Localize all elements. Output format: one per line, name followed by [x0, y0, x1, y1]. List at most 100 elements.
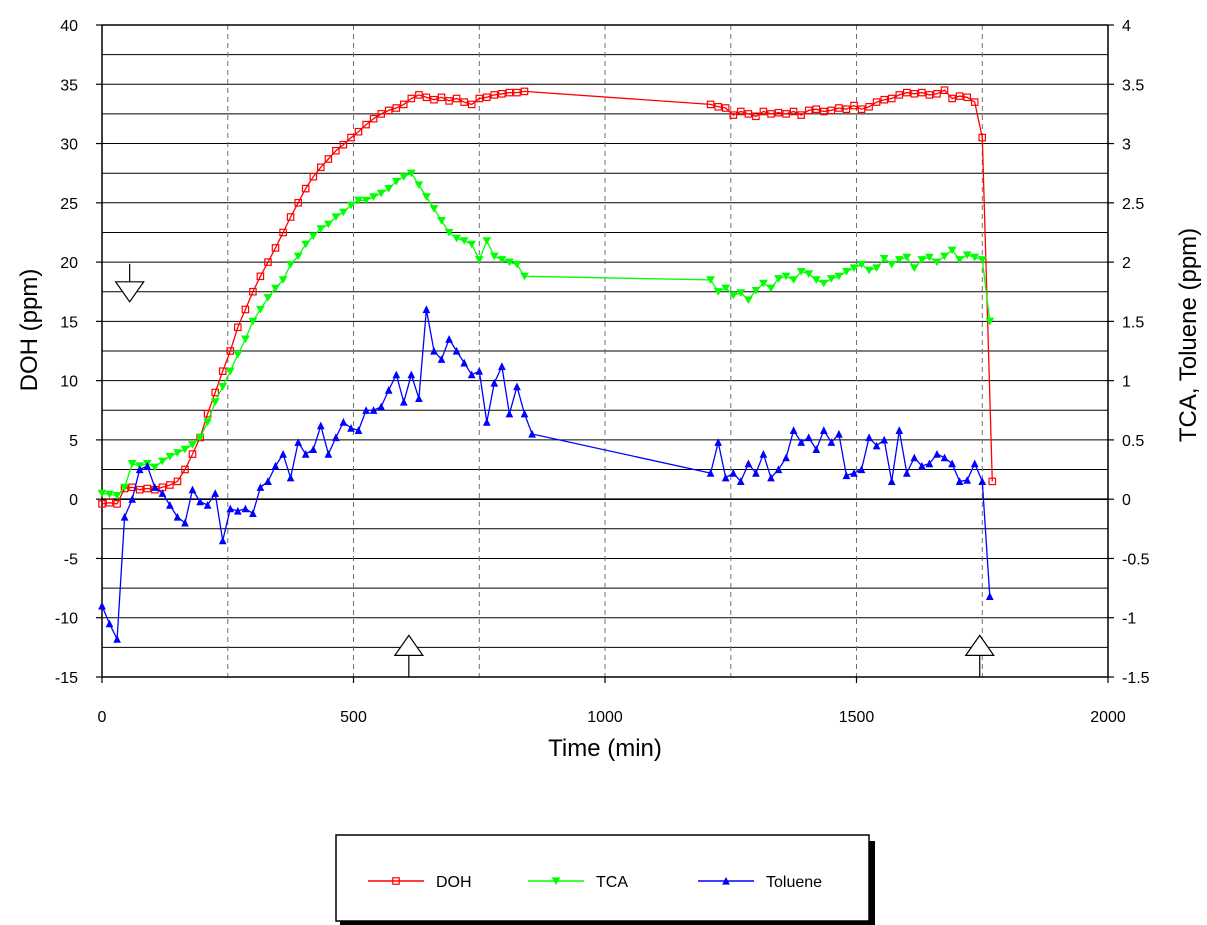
data-point-toluene [113, 635, 121, 643]
data-point-tca [286, 260, 295, 269]
data-point-toluene [218, 536, 227, 545]
data-point-toluene [445, 335, 453, 343]
data-point-toluene [910, 453, 919, 462]
data-point-toluene [797, 438, 806, 446]
data-point-tca [706, 276, 715, 284]
data-point-tca [505, 258, 514, 267]
data-point-doh [520, 87, 529, 96]
data-point-toluene [729, 469, 738, 477]
data-point-doh [902, 88, 911, 97]
data-point-toluene [241, 504, 250, 513]
y-tick-label: 15 [60, 314, 78, 331]
x-tick-label: 500 [340, 709, 367, 726]
data-point-doh [437, 93, 446, 102]
data-point-tca [857, 260, 866, 269]
legend-marker-toluene [722, 876, 730, 885]
data-point-tca [842, 267, 851, 276]
y-tick-label: -15 [55, 670, 78, 687]
data-point-doh [369, 114, 378, 123]
data-point-doh [842, 105, 851, 114]
data-point-tca [248, 317, 258, 326]
data-point-toluene [135, 465, 144, 474]
data-point-tca [728, 291, 738, 300]
arrow-head [393, 634, 424, 656]
data-point-doh [970, 98, 979, 106]
data-point-toluene [513, 382, 521, 391]
data-point-toluene [752, 469, 760, 477]
arrow-up-marker [964, 634, 995, 678]
y2-tick-label: 4 [1122, 18, 1131, 35]
data-point-toluene [309, 445, 318, 454]
data-point-tca [203, 418, 212, 427]
data-point-toluene [887, 477, 896, 486]
data-point-toluene [880, 435, 889, 444]
x-tick-label: 1500 [839, 709, 875, 726]
data-point-toluene [354, 426, 363, 435]
data-point-toluene [211, 489, 220, 497]
legend: DOH TCA Toluene [335, 834, 875, 925]
data-point-doh [850, 101, 858, 110]
data-point-doh [467, 100, 476, 109]
legend-item-toluene: Toluene [698, 874, 822, 891]
data-point-toluene [872, 441, 881, 450]
legend-box [335, 834, 870, 922]
data-point-tca [781, 272, 791, 281]
data-point-doh [113, 500, 121, 508]
data-point-tca [879, 254, 889, 263]
data-point-doh [955, 92, 964, 100]
data-point-doh [460, 98, 469, 106]
data-point-tca [947, 246, 957, 255]
data-point-tca [804, 270, 814, 278]
data-point-tca [766, 284, 776, 293]
data-point-toluene [294, 438, 303, 446]
y-tick-label: 25 [60, 196, 78, 213]
data-point-toluene [233, 506, 242, 515]
data-point-doh [309, 172, 318, 181]
data-point-tca [331, 213, 341, 221]
data-point-doh [948, 94, 956, 103]
data-point-tca [955, 256, 964, 264]
data-point-toluene [188, 485, 197, 494]
data-point-toluene [430, 346, 438, 355]
data-point-toluene [736, 477, 745, 486]
data-point-doh [498, 89, 506, 98]
data-point-toluene [362, 406, 370, 414]
data-point-tca [864, 266, 874, 275]
data-point-tca [180, 445, 190, 454]
data-point-toluene [279, 450, 287, 458]
data-point-tca [218, 382, 228, 391]
series-line-doh [101, 89, 993, 505]
data-point-doh [392, 104, 401, 112]
data-point-toluene [865, 433, 873, 442]
data-point-toluene [902, 469, 911, 477]
data-point-tca [925, 253, 934, 262]
data-point-doh [324, 155, 333, 163]
data-point-toluene [467, 370, 476, 379]
data-point-toluene [978, 477, 987, 486]
data-point-doh [835, 104, 843, 112]
y2-tick-label: 0 [1122, 492, 1131, 509]
data-point-doh [422, 93, 431, 102]
data-point-doh [895, 91, 904, 99]
data-point-toluene [970, 459, 979, 468]
data-point-tca [444, 228, 454, 237]
axes: -15-10-50510152025303540-1.5-1-0.500.511… [55, 18, 1150, 726]
data-point-toluene [925, 459, 934, 468]
data-point-doh [880, 95, 889, 104]
y-tick-label: -10 [55, 611, 78, 628]
data-point-toluene [933, 450, 941, 458]
data-point-tca [909, 264, 919, 272]
data-point-doh [797, 111, 806, 119]
data-point-doh [483, 93, 491, 102]
annotations [114, 263, 995, 678]
data-point-doh [377, 110, 386, 118]
data-point-toluene [460, 358, 469, 367]
data-point-tca [902, 253, 912, 262]
data-point-doh [241, 305, 250, 314]
data-point-toluene [490, 378, 499, 387]
data-point-tca [736, 289, 746, 297]
data-point-tca [150, 463, 160, 472]
data-point-tca [120, 483, 129, 492]
y2-tick-label: 2.5 [1122, 196, 1144, 213]
data-point-doh [135, 485, 144, 494]
